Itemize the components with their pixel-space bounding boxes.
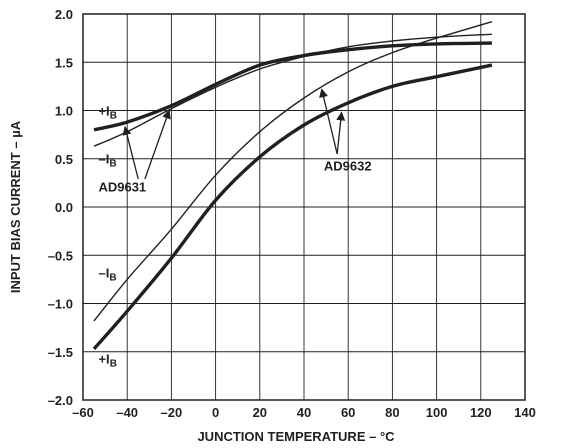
series-line-2 [93, 33, 492, 147]
x-tick-label: 20 [253, 405, 267, 420]
x-tick-label: 60 [341, 405, 355, 420]
plot-frame [82, 13, 526, 401]
x-tick-label: 80 [385, 405, 399, 420]
y-tick-label: –2.0 [48, 393, 73, 408]
y-tick-label: 1.0 [55, 104, 73, 119]
x-tick-label: –20 [161, 405, 183, 420]
x-tick-label: 100 [426, 405, 448, 420]
arrow-ad9631-a [122, 125, 139, 180]
y-tick-labels: –2.0 –1.5 –1.0 –0.5 0.0 0.5 1.0 1.5 2.0 [48, 7, 73, 408]
y-tick-label: 0.5 [55, 152, 73, 167]
series-line-4 [92, 63, 493, 351]
ib-minus-ad9632: –IB [98, 265, 116, 283]
ib-minus-ad9631: –IB [98, 152, 116, 170]
x-tick-label: –60 [72, 405, 94, 420]
x-tick-label: 140 [514, 405, 536, 420]
x-tick-label: 40 [297, 405, 311, 420]
y-axis-label: INPUT BIAS CURRENT – µA [8, 120, 23, 293]
y-tick-label: 1.5 [55, 55, 73, 70]
x-tick-label: –40 [116, 405, 138, 420]
arrow-layer [122, 88, 346, 180]
ib-plus-ad9631: +IB [98, 103, 116, 121]
arrow-ad9631-b [144, 109, 171, 180]
y-tick-label: 0.0 [55, 200, 73, 215]
x-tick-labels: –60 –40 –20 0 20 40 60 80 100 120 140 [72, 405, 536, 420]
y-tick-label: 2.0 [55, 7, 73, 22]
x-axis-label: JUNCTION TEMPERATURE – °C [197, 429, 395, 444]
y-tick-label: –1.5 [48, 345, 73, 360]
ad9631-label: AD9631 [98, 180, 146, 195]
ib-plus-ad9632: +IB [98, 351, 116, 369]
ad9632-label: AD9632 [324, 158, 372, 173]
series-line-3 [93, 21, 493, 322]
series-layer [92, 21, 493, 351]
y-tick-label: –1.0 [48, 297, 73, 312]
y-tick-label: –0.5 [48, 248, 73, 263]
x-tick-label: 120 [470, 405, 492, 420]
arrow-ad9632-a [319, 88, 338, 155]
annotation-layer: +IB –IB –IB +IB AD9631 AD9632 [98, 103, 371, 369]
x-tick-label: 0 [212, 405, 219, 420]
arrow-ad9632-b [336, 111, 346, 154]
